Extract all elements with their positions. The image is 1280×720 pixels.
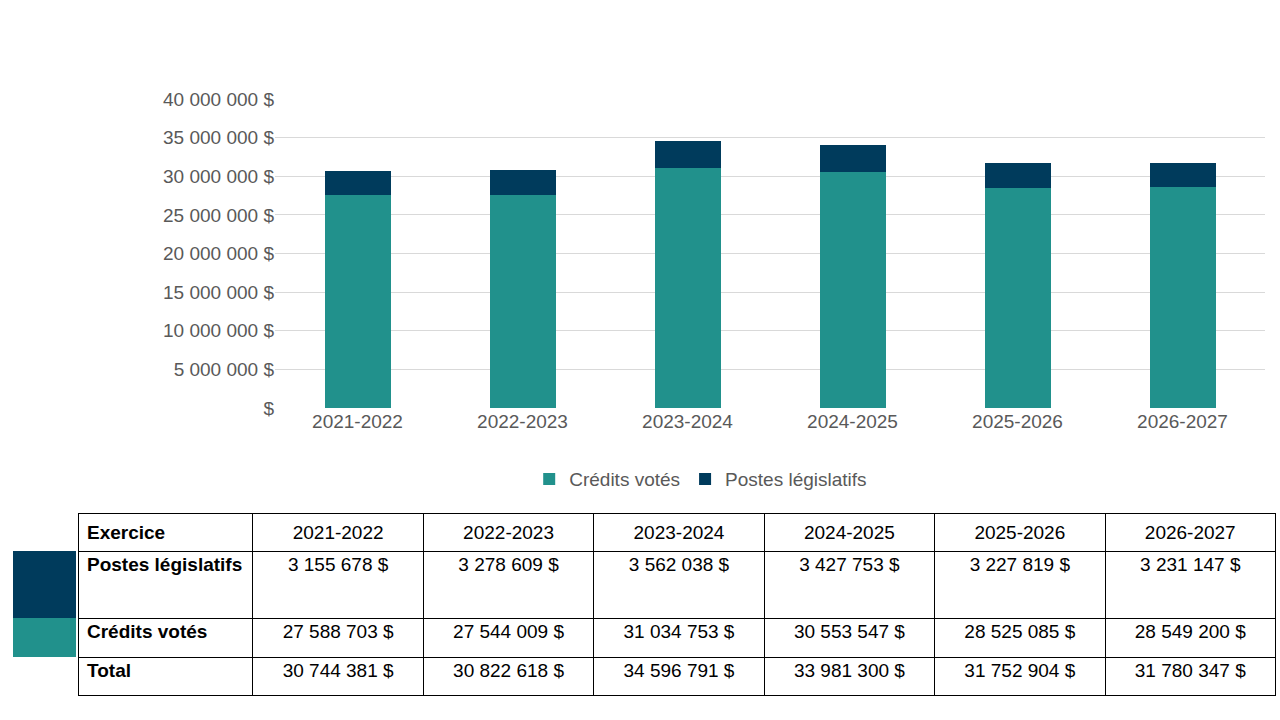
html-text:Crédits votés: Crédits votés — [87, 621, 208, 642]
svg-text:20 000 000 $: 20 000 000 $ — [163, 243, 274, 264]
html-text:3 155 678 $: 3 155 678 $ — [287, 554, 389, 575]
svg-text:$: $ — [263, 398, 274, 419]
html-text:27 588 703 $: 27 588 703 $ — [282, 621, 394, 642]
html-text:3 231 147 $: 3 231 147 $ — [1140, 554, 1241, 575]
html-text:2026-2027: 2026-2027 — [1144, 521, 1236, 543]
svg-text:40 000 000 $: 40 000 000 $ — [163, 89, 274, 110]
svg-text:25 000 000 $: 25 000 000 $ — [163, 205, 274, 226]
html-text:2022-2023: 2022-2023 — [463, 521, 554, 543]
html-text:Total: Total — [87, 660, 131, 681]
html-text:3 278 609 $: 3 278 609 $ — [458, 554, 559, 575]
html-text:30 744 381 $: 30 744 381 $ — [282, 660, 394, 681]
svg-text:2021-2022: 2021-2022 — [312, 411, 403, 432]
html-text:34 596 791 $: 34 596 791 $ — [623, 660, 735, 681]
svg-text:5 000 000 $: 5 000 000 $ — [174, 359, 275, 380]
html-text:3 562 038 $: 3 562 038 $ — [628, 554, 730, 575]
html-text:2025-2026: 2025-2026 — [974, 521, 1066, 543]
html-text:30 822 618 $: 30 822 618 $ — [453, 660, 564, 681]
html-text:27 544 009 $: 27 544 009 $ — [453, 621, 564, 642]
svg-text:2025-2026: 2025-2026 — [972, 411, 1063, 432]
html-text:31 780 347 $: 31 780 347 $ — [1134, 660, 1246, 681]
svg-text:30 000 000 $: 30 000 000 $ — [163, 166, 274, 187]
html-text:28 549 200 $: 28 549 200 $ — [1134, 621, 1246, 642]
html-text:3 227 819 $: 3 227 819 $ — [969, 554, 1070, 575]
svg-text:2023-2024: 2023-2024 — [642, 411, 733, 432]
html-text:Postes législatifs: Postes législatifs — [87, 554, 243, 575]
svg-text:2024-2025: 2024-2025 — [807, 411, 898, 432]
svg-text:2022-2023: 2022-2023 — [477, 411, 568, 432]
svg-text:Postes législatifs: Postes législatifs — [725, 469, 867, 490]
html-text:33 981 300 $: 33 981 300 $ — [793, 660, 905, 681]
html-text:2023-2024: 2023-2024 — [633, 521, 725, 543]
svg-text:35 000 000 $: 35 000 000 $ — [163, 127, 274, 148]
html-text:2021-2022: 2021-2022 — [292, 521, 384, 543]
html-text:3 427 753 $: 3 427 753 $ — [799, 554, 900, 575]
html-text:Exercice: Exercice — [87, 521, 166, 543]
svg-text:10 000 000 $: 10 000 000 $ — [163, 320, 274, 341]
html-text:28 525 085 $: 28 525 085 $ — [964, 621, 1076, 642]
svg-text:2026-2027: 2026-2027 — [1137, 411, 1228, 432]
html-text:31 034 753 $: 31 034 753 $ — [623, 621, 735, 642]
html-text:2024-2025: 2024-2025 — [804, 521, 895, 543]
html-text:31 752 904 $: 31 752 904 $ — [964, 660, 1076, 681]
html-text:30 553 547 $: 30 553 547 $ — [793, 621, 905, 642]
svg-text:15 000 000 $: 15 000 000 $ — [163, 282, 274, 303]
svg-text:Crédits votés: Crédits votés — [569, 469, 680, 490]
